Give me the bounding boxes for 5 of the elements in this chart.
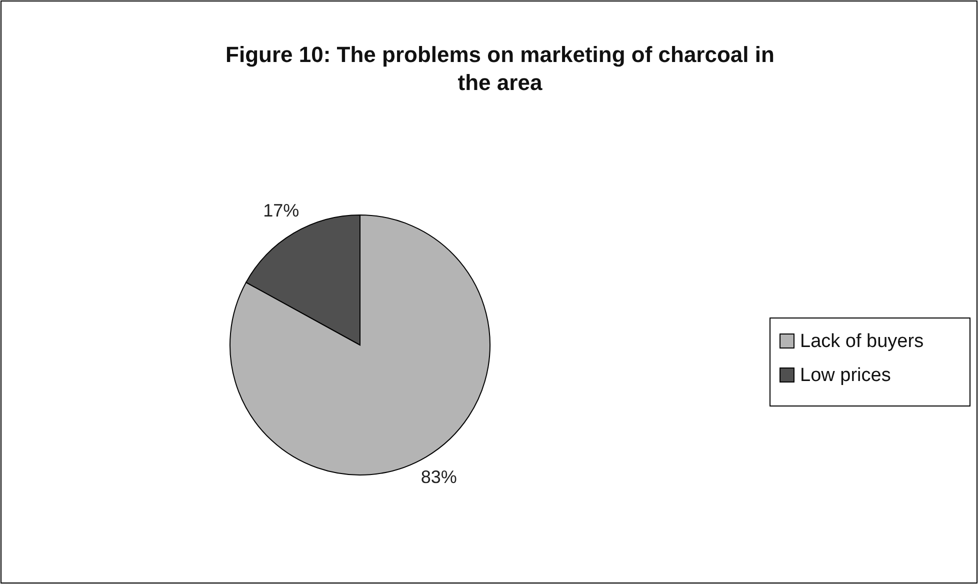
data-label: 17% xyxy=(263,200,300,220)
legend-label: Lack of buyers xyxy=(800,331,924,352)
data-label: 83% xyxy=(420,467,457,488)
legend-label: Low prices xyxy=(800,365,891,386)
chart-title: Figure 10: The problems on marketing of charcoal in the area xyxy=(226,42,774,95)
